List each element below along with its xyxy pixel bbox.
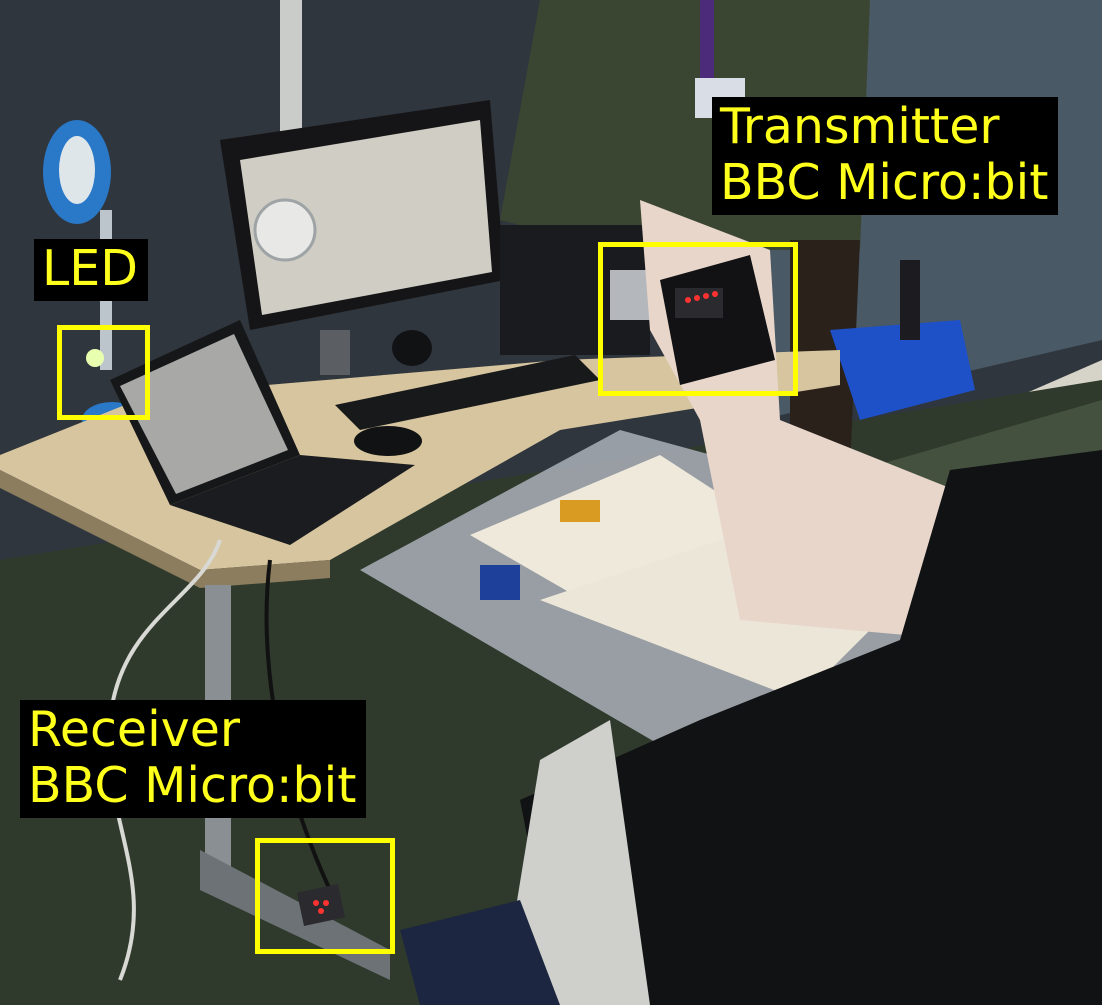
receiver-label: Receiver BBC Micro:bit xyxy=(20,700,367,818)
led-pixel xyxy=(703,293,709,299)
user-shoe xyxy=(400,900,560,1005)
monitor-screen xyxy=(240,120,492,315)
led-pixel xyxy=(694,295,700,301)
receiver-microbit xyxy=(296,884,346,926)
speaker xyxy=(392,330,432,366)
screen-fan xyxy=(253,198,317,262)
laptop-screen xyxy=(120,334,288,494)
lanyard xyxy=(700,0,714,90)
desk-foot xyxy=(200,850,390,980)
receiver-label-line2: BBC Micro:bit xyxy=(28,757,357,814)
led-pixel xyxy=(685,297,691,303)
transmitter-label-line1: Transmitter xyxy=(720,98,1000,155)
receiver-label-line1: Receiver xyxy=(28,701,240,758)
led-highlight-box xyxy=(57,325,150,420)
chair-seat xyxy=(830,320,975,420)
transmitter-label-line2: BBC Micro:bit xyxy=(720,154,1049,211)
desk-edge xyxy=(0,470,330,588)
chair-arm xyxy=(900,260,920,340)
led-pixel xyxy=(712,291,718,297)
monitor-stand xyxy=(320,330,350,375)
led-label-line1: LED xyxy=(42,240,138,297)
led-light xyxy=(86,349,104,367)
receiver-highlight-box xyxy=(255,838,395,954)
picture-cards xyxy=(470,455,760,610)
user-body xyxy=(520,450,1102,1005)
card-symbol xyxy=(560,500,600,522)
card-symbol xyxy=(480,565,520,600)
wrist-strap xyxy=(660,255,775,385)
wall-trim xyxy=(280,0,302,150)
user-leg xyxy=(500,720,650,1005)
pc-drive xyxy=(610,270,650,320)
led-pixel xyxy=(313,900,319,906)
led-label: LED xyxy=(34,239,148,301)
lamp-bulb xyxy=(59,136,95,204)
transmitter-label: Transmitter BBC Micro:bit xyxy=(712,97,1059,215)
led-pixel xyxy=(318,908,324,914)
transmitter-highlight-box xyxy=(598,242,798,396)
mouse xyxy=(354,426,422,456)
laptop-base xyxy=(170,455,415,545)
keyboard xyxy=(335,355,600,430)
led-pixel xyxy=(323,900,329,906)
